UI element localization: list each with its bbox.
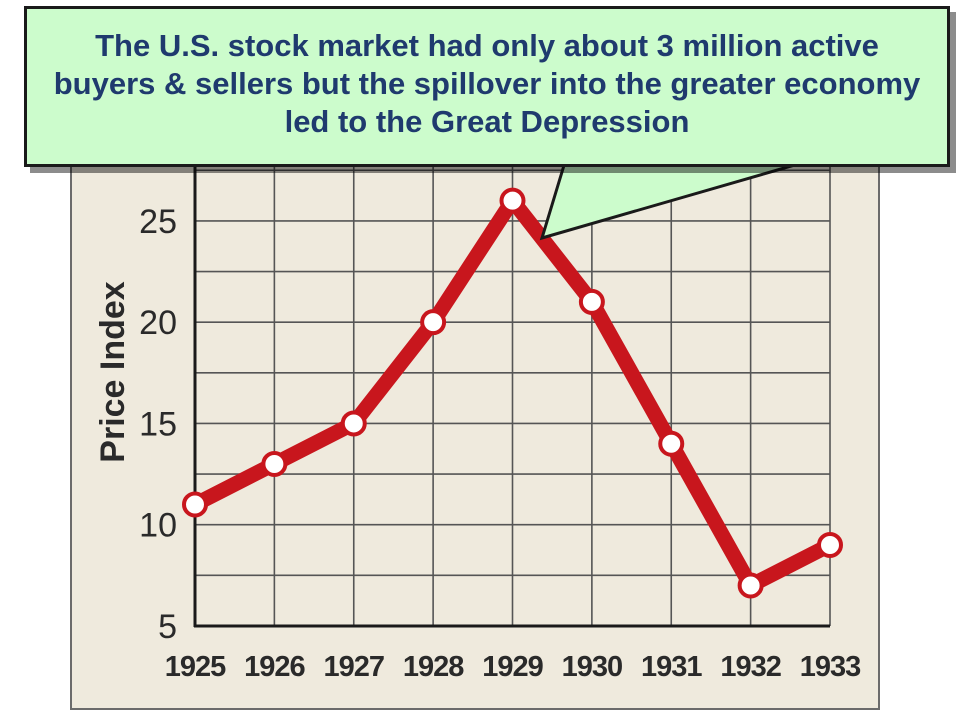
data-point	[578, 288, 605, 315]
data-point	[658, 430, 685, 457]
x-tick-label: 1931	[641, 651, 702, 683]
data-point	[499, 187, 526, 214]
data-point	[420, 309, 447, 336]
x-tick-label: 1928	[403, 651, 464, 683]
x-tick-label: 1932	[720, 651, 781, 683]
x-tick-label: 1933	[800, 651, 861, 683]
y-tick-label: 10	[139, 507, 177, 545]
callout-text: The U.S. stock market had only about 3 m…	[53, 27, 921, 139]
y-tick-label: 20	[139, 304, 177, 342]
y-tick-label: 5	[158, 608, 177, 646]
x-tick-label: 1929	[482, 651, 543, 683]
y-axis-title: Price Index	[94, 281, 132, 463]
y-tick-label: 15	[139, 405, 177, 443]
data-point	[817, 531, 843, 558]
callout-box: The U.S. stock market had only about 3 m…	[24, 6, 950, 167]
y-tick-label: 25	[139, 203, 177, 241]
x-tick-label: 1930	[562, 651, 623, 683]
data-point	[737, 572, 764, 599]
data-point	[182, 491, 208, 518]
data-point	[340, 410, 367, 437]
data-point	[261, 450, 288, 477]
x-tick-label: 1925	[165, 651, 226, 683]
x-tick-label: 1926	[244, 651, 305, 683]
x-tick-label: 1927	[323, 651, 384, 683]
